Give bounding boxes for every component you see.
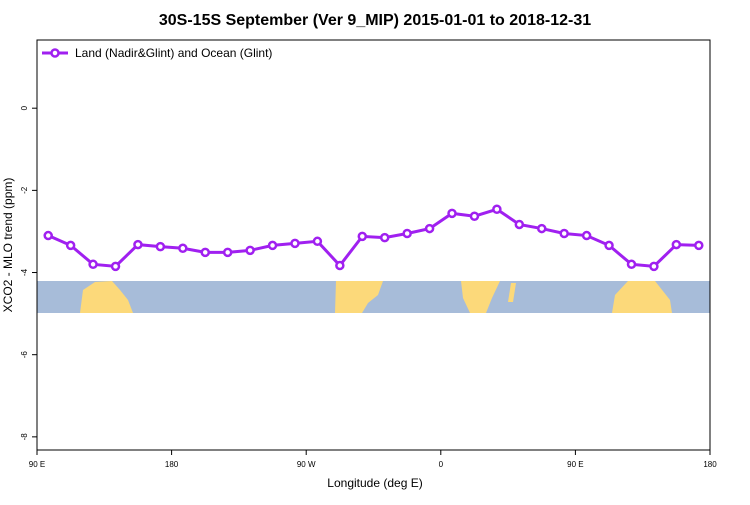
data-point xyxy=(671,239,682,250)
data-point xyxy=(469,211,480,221)
chart-title: 30S-15S September (Ver 9_MIP) 2015-01-01… xyxy=(159,12,591,29)
data-point xyxy=(65,240,76,251)
data-point xyxy=(133,239,143,250)
data-point xyxy=(447,208,457,219)
data-point xyxy=(88,259,98,270)
data-point xyxy=(424,223,435,234)
data-point xyxy=(110,261,121,272)
data-point xyxy=(604,240,614,251)
data-point xyxy=(335,260,345,271)
data-point xyxy=(290,238,300,249)
data-point xyxy=(245,245,255,256)
x-tick-label: 180 xyxy=(165,460,179,469)
data-point xyxy=(312,236,323,247)
data-point xyxy=(379,232,390,243)
legend-label: Land (Nadir&Glint) and Ocean (Glint) xyxy=(75,46,272,60)
legend-marker xyxy=(50,48,60,58)
series-line xyxy=(47,207,699,268)
y-tick-label: -2 xyxy=(20,186,29,194)
plot-frame xyxy=(36,39,711,451)
x-axis-label: Longitude (deg E) xyxy=(327,476,422,490)
data-point xyxy=(200,247,210,258)
data-point xyxy=(43,230,53,241)
y-axis-label: XCO2 - MLO trend (ppm) xyxy=(1,178,15,313)
data-point xyxy=(357,231,368,242)
data-point xyxy=(649,261,659,272)
data-point xyxy=(626,259,637,270)
data-point xyxy=(537,223,547,234)
data-point xyxy=(514,219,525,230)
data-point xyxy=(222,247,233,258)
y-tick-label: -8 xyxy=(20,433,29,441)
x-tick-label: 90 W xyxy=(297,460,316,469)
x-tick-label: 90 E xyxy=(567,460,583,469)
data-point xyxy=(402,228,412,239)
data-point xyxy=(559,228,569,239)
data-point xyxy=(492,204,502,215)
x-tick-label: 90 E xyxy=(29,460,45,469)
data-point xyxy=(581,230,592,241)
data-point xyxy=(178,243,188,254)
x-tick-label: 0 xyxy=(439,460,444,469)
data-point xyxy=(694,240,704,251)
y-tick-label: 0 xyxy=(20,105,29,110)
data-point xyxy=(267,240,278,251)
y-tick-label: -6 xyxy=(20,351,29,359)
data-point xyxy=(155,241,166,252)
y-tick-label: -4 xyxy=(20,268,29,276)
x-tick-label: 180 xyxy=(703,460,717,469)
map-band xyxy=(37,281,710,313)
